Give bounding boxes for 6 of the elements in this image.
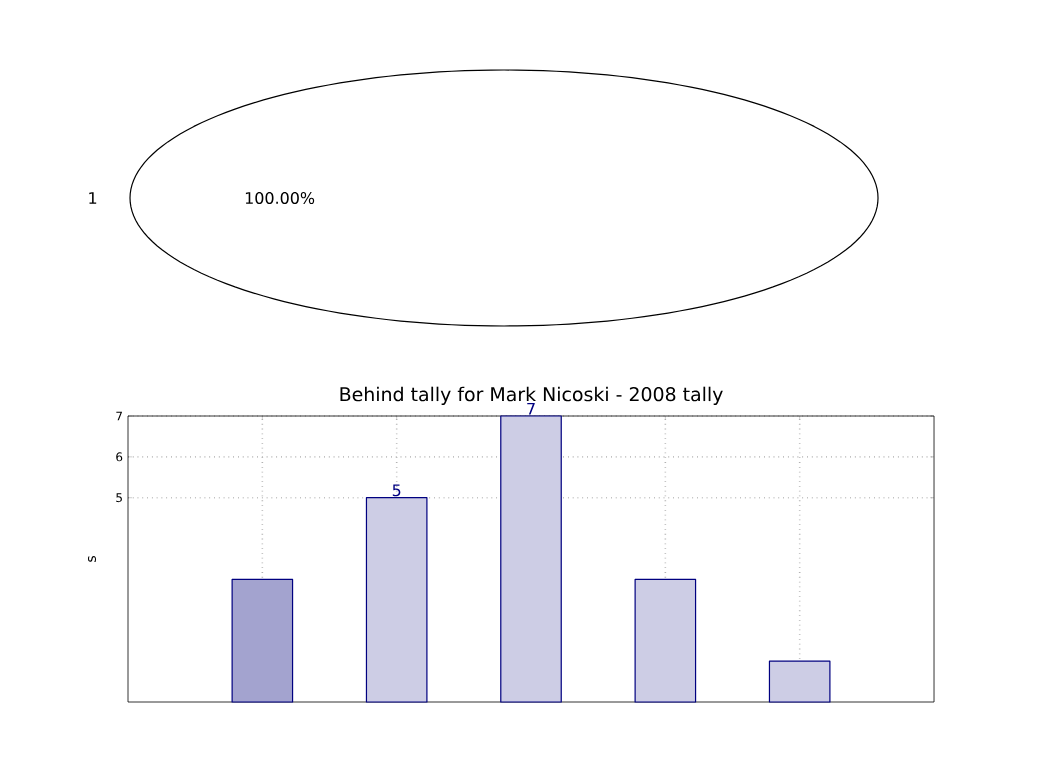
bar [768, 660, 831, 703]
bar [500, 415, 562, 703]
bar [231, 578, 294, 703]
bar [634, 578, 697, 703]
bar [365, 497, 428, 703]
chart-title: Behind tally for Mark Nicoski - 2008 tally [340, 386, 723, 406]
